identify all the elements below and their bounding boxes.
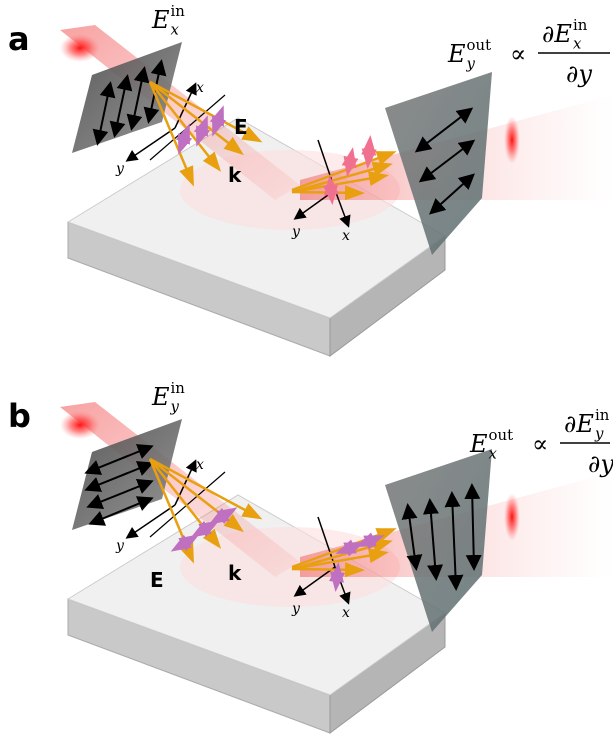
axis-label: x xyxy=(342,605,350,621)
field-sub: y xyxy=(170,398,180,416)
arrow xyxy=(208,507,238,525)
field-base: E xyxy=(469,430,488,458)
field-sub: y xyxy=(466,55,476,73)
relation: ∝ xyxy=(532,430,548,458)
vector-label: k xyxy=(228,561,242,585)
field-base: E xyxy=(151,383,170,411)
arrow xyxy=(329,562,345,592)
arrow xyxy=(422,498,444,581)
field-sup: in xyxy=(595,406,610,424)
axis-label: x xyxy=(342,228,350,244)
beam-spot xyxy=(60,411,100,439)
field-base: E xyxy=(447,40,466,68)
beam-spot xyxy=(504,116,520,164)
arrow xyxy=(355,532,385,550)
axis-label: y xyxy=(115,161,125,177)
field-base: E xyxy=(151,6,170,34)
vector-label: k xyxy=(228,163,242,187)
arrow xyxy=(170,534,200,552)
axis-label: y xyxy=(291,601,301,617)
axis-label: y xyxy=(291,224,301,240)
arrow xyxy=(88,496,154,526)
vector-label: E xyxy=(150,568,164,592)
arrow xyxy=(149,457,263,520)
field-sup: in xyxy=(171,2,186,20)
arrow xyxy=(293,566,336,597)
arrow xyxy=(92,81,116,146)
arrow xyxy=(291,161,393,194)
arrow xyxy=(126,66,150,131)
vector-label: E xyxy=(234,115,248,139)
denominator: ∂y xyxy=(588,450,613,478)
arrow xyxy=(109,74,133,138)
arrow xyxy=(429,173,475,215)
field-sup: in xyxy=(573,16,588,34)
arrow xyxy=(125,127,176,162)
arrow xyxy=(464,483,482,571)
field-sup: out xyxy=(489,426,514,444)
arrow xyxy=(209,105,227,137)
axis-label: x xyxy=(196,80,204,96)
axis-label: y xyxy=(115,538,125,554)
arrow xyxy=(190,520,220,538)
field-base: ∂E xyxy=(542,20,572,48)
field-sup: out xyxy=(467,36,492,54)
beam-spot xyxy=(504,493,520,541)
field-sub: x xyxy=(171,21,180,39)
arrow xyxy=(444,491,464,591)
arrow xyxy=(175,123,193,155)
beam-spot xyxy=(60,34,100,62)
arrow xyxy=(361,135,377,169)
field-sub: x xyxy=(573,35,582,53)
field-base: ∂E xyxy=(564,410,594,438)
denominator: ∂y xyxy=(566,60,592,88)
panel-label: a xyxy=(8,20,30,58)
arrow xyxy=(125,504,176,539)
arrow xyxy=(149,80,263,143)
field-sub: y xyxy=(594,425,604,443)
axis-label: x xyxy=(196,457,204,473)
arrow xyxy=(291,562,365,578)
arrow xyxy=(174,459,197,506)
arrow xyxy=(148,81,194,187)
field-sup: in xyxy=(171,379,186,397)
arrow xyxy=(174,82,197,129)
arrow xyxy=(291,548,389,571)
arrow xyxy=(401,503,423,571)
arrow xyxy=(323,175,339,205)
arrow xyxy=(193,115,211,147)
relation: ∝ xyxy=(510,40,526,68)
arrow xyxy=(341,147,359,177)
field-sub: x xyxy=(489,445,498,463)
panel-label: b xyxy=(8,397,31,435)
arrow xyxy=(291,185,365,201)
